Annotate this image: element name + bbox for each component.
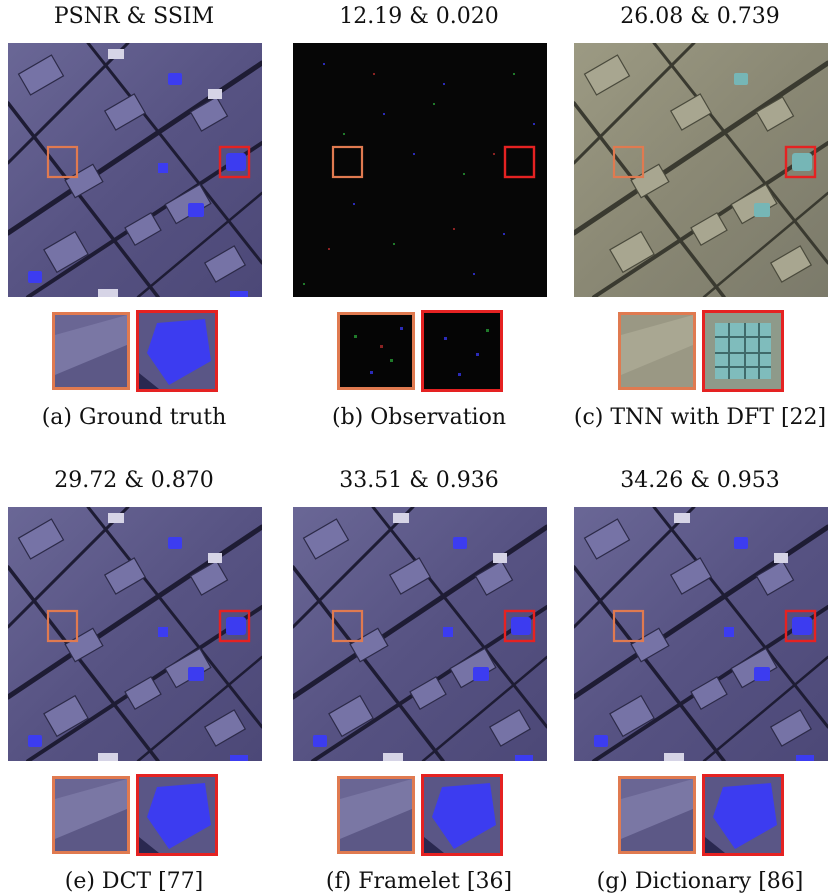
metric-label: 29.72 & 0.870 <box>54 468 214 493</box>
zoom-patch-red <box>136 774 218 856</box>
zoom-patch-red <box>702 774 784 856</box>
satellite-image <box>293 507 547 761</box>
satellite-image <box>293 43 547 297</box>
satellite-image <box>574 43 828 297</box>
zoom-patch-orange <box>618 776 696 854</box>
metric-label: PSNR & SSIM <box>53 4 215 29</box>
zoom-patch-red <box>702 310 784 392</box>
panel-caption: (e) DCT [77] <box>64 869 204 894</box>
metric-label: 33.51 & 0.936 <box>339 468 499 493</box>
metric-label: 26.08 & 0.739 <box>620 4 780 29</box>
zoom-patch-orange <box>618 312 696 390</box>
panel-caption: (g) Dictionary [86] <box>596 869 804 894</box>
zoom-patch-orange <box>337 776 415 854</box>
satellite-image <box>574 507 828 761</box>
panel-caption: (b) Observation <box>331 405 507 430</box>
metric-label: 12.19 & 0.020 <box>339 4 499 29</box>
satellite-image <box>8 507 262 761</box>
zoom-patch-red <box>136 310 218 392</box>
zoom-patch-orange <box>52 776 130 854</box>
zoom-patch-red <box>421 774 503 856</box>
satellite-image <box>8 43 262 297</box>
panel-caption: (c) TNN with DFT [22] <box>573 405 827 430</box>
panel-caption: (a) Ground truth <box>41 405 227 430</box>
zoom-patch-red <box>421 310 503 392</box>
panel-caption: (f) Framelet [36] <box>325 869 513 894</box>
zoom-patch-orange <box>337 312 415 390</box>
zoom-patch-orange <box>52 312 130 390</box>
metric-label: 34.26 & 0.953 <box>620 468 780 493</box>
